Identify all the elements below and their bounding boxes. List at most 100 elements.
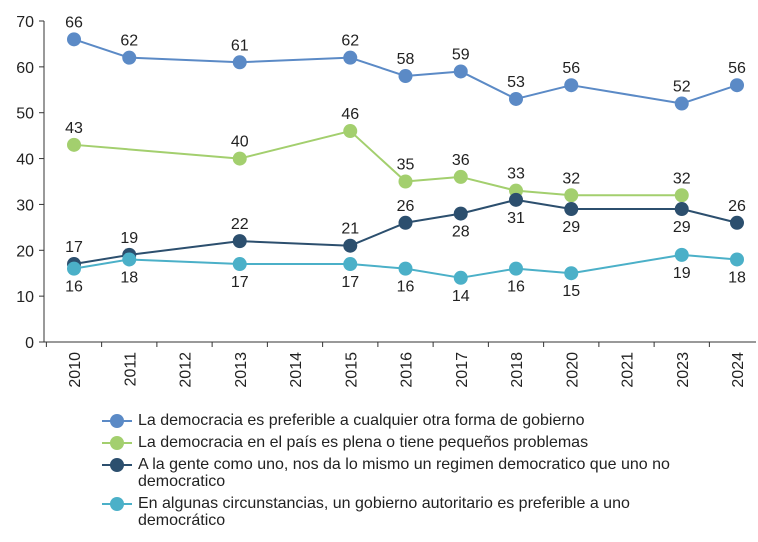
x-tick-label: 2020 (564, 352, 581, 388)
legend-entry: En algunas circunstancias, un gobierno a… (100, 495, 740, 529)
legend-label: La democracia en el país es plena o tien… (138, 434, 589, 451)
data-label: 43 (65, 120, 83, 137)
data-label: 46 (341, 106, 359, 123)
series-line (129, 240, 240, 256)
point (674, 202, 689, 217)
point (232, 234, 247, 249)
point (67, 137, 81, 152)
point (509, 192, 523, 207)
point (232, 151, 247, 166)
data-label: 62 (120, 33, 138, 50)
x-tick-label: 2018 (509, 352, 526, 388)
data-label: 66 (65, 14, 83, 31)
series-line (460, 175, 517, 192)
y-tick-label: 0 (25, 335, 34, 352)
point (343, 124, 358, 139)
series-line (681, 84, 738, 105)
series-line (681, 208, 738, 224)
data-label: 33 (507, 166, 525, 183)
y-tick-label: 70 (16, 14, 34, 31)
series-line (515, 84, 572, 100)
x-tick-label: 2011 (122, 352, 139, 387)
legend-marker (102, 436, 132, 450)
data-label: 35 (397, 157, 415, 174)
point (67, 32, 81, 47)
data-label: 29 (673, 219, 691, 236)
point (398, 69, 413, 84)
data-label: 15 (562, 283, 580, 300)
chart: 0 10 20 30 40 50 60 70 2010 2011 2012 2013 2014 2015 2… (16, 14, 756, 388)
legend-entry: La democracia en el país es plena o tien… (100, 434, 740, 451)
data-label: 32 (562, 170, 580, 187)
data-label: 17 (341, 274, 359, 291)
series-line (239, 56, 351, 64)
y-tick-label: 20 (16, 243, 34, 260)
legend-entry: La democracia es preferible a cualquier … (100, 412, 740, 429)
data-label: 21 (341, 221, 359, 238)
point (564, 78, 579, 93)
series-line (460, 70, 517, 100)
data-label: 31 (507, 210, 525, 227)
y-tick-label: 50 (16, 106, 34, 123)
point (674, 96, 689, 111)
series-line (571, 253, 682, 275)
point (730, 252, 744, 267)
data-label: 26 (728, 198, 746, 215)
legend-label: A la gente como uno, nos da lo mismo un … (138, 456, 670, 490)
point (564, 266, 579, 281)
series-line (73, 258, 130, 270)
series-line (73, 143, 240, 160)
point (122, 252, 137, 267)
data-label: 28 (452, 224, 470, 241)
series-line (129, 258, 240, 266)
point (730, 78, 744, 93)
legend-marker (102, 458, 132, 472)
legend-marker (102, 414, 132, 428)
series-line (349, 221, 406, 247)
point (509, 91, 523, 106)
point (122, 50, 137, 65)
series-line (73, 38, 130, 59)
series-line (515, 198, 572, 211)
point (674, 247, 689, 262)
legend-dot (110, 414, 124, 428)
point (343, 238, 358, 253)
series-line (571, 84, 682, 105)
point (398, 261, 413, 276)
point (343, 50, 358, 65)
legend-dot (110, 497, 124, 511)
point (67, 261, 81, 276)
x-tick-label: 2013 (233, 352, 250, 388)
series-line (405, 175, 461, 183)
legend-label: La democracia es preferible a cualquier … (138, 412, 585, 429)
data-label: 14 (452, 288, 470, 305)
point (453, 64, 468, 79)
point (730, 215, 744, 230)
legend: La democracia es preferible a cualquier … (100, 412, 740, 534)
x-tick-label: 2023 (675, 352, 692, 388)
point (564, 188, 579, 203)
data-label: 16 (507, 279, 525, 296)
data-label: 61 (231, 37, 249, 54)
x-tick-label: 2010 (67, 352, 84, 388)
x-tick-label: 2024 (730, 352, 747, 388)
series-line (681, 253, 738, 261)
y-tick-label: 30 (16, 197, 34, 214)
data-label: 40 (231, 134, 249, 151)
data-label: 36 (452, 152, 470, 169)
series-line (239, 240, 351, 247)
series-line (460, 267, 517, 279)
data-label: 16 (65, 279, 83, 296)
series-line (239, 130, 351, 160)
series-line (350, 263, 406, 270)
data-label: 29 (562, 219, 580, 236)
legend-dot (110, 436, 124, 450)
point (232, 257, 247, 272)
y-tick-label: 60 (16, 60, 34, 77)
data-label: 58 (397, 51, 415, 68)
data-label: 17 (65, 239, 83, 256)
data-label: 26 (397, 198, 415, 215)
series-line (405, 267, 461, 279)
legend-entry: A la gente como uno, nos da lo mismo un … (100, 456, 740, 490)
